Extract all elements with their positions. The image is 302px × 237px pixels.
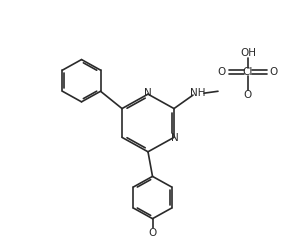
Text: N: N — [144, 88, 152, 98]
Text: Cl: Cl — [243, 67, 253, 77]
Text: O: O — [148, 228, 157, 237]
Text: O: O — [270, 67, 278, 77]
Text: OH: OH — [240, 48, 256, 58]
Text: O: O — [244, 90, 252, 100]
Text: NH: NH — [190, 88, 206, 98]
Text: O: O — [218, 67, 226, 77]
Text: N: N — [171, 133, 179, 143]
